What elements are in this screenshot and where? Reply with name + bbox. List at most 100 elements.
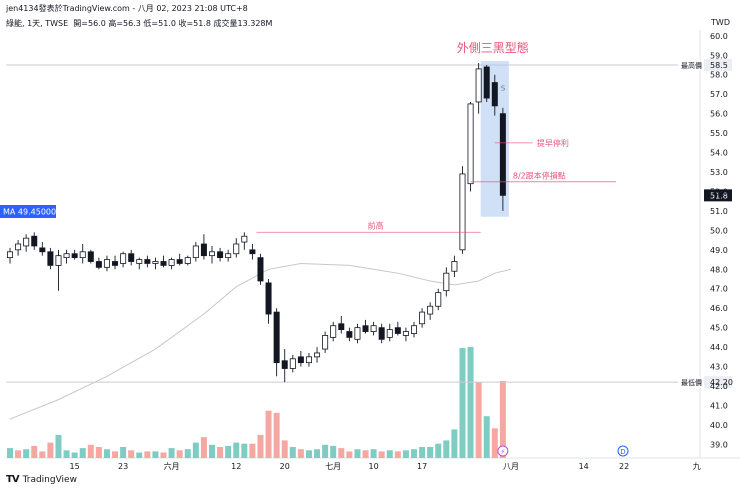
volume-bar bbox=[79, 448, 86, 458]
volume-bar bbox=[87, 444, 94, 458]
candle bbox=[160, 255, 167, 268]
volume-bar bbox=[443, 440, 450, 458]
moving-average-line bbox=[9, 262, 512, 420]
volume-bar bbox=[112, 451, 119, 458]
brand-name: TradingView bbox=[22, 474, 77, 485]
candle bbox=[475, 63, 482, 114]
candle bbox=[23, 234, 30, 252]
price-tick-label: 59.0 bbox=[710, 51, 728, 60]
candle-body bbox=[15, 243, 22, 251]
price-tick-label: 54.0 bbox=[710, 149, 728, 158]
ma-value-label: MA 49.450001 bbox=[3, 208, 61, 217]
volume-bar bbox=[467, 346, 474, 458]
volume-bar bbox=[499, 381, 506, 458]
candle bbox=[168, 257, 175, 270]
volume-bar bbox=[419, 447, 426, 458]
time-axis: 15 23 六月 12 20 七月 10 17 八月 14 22 九 bbox=[70, 461, 701, 471]
price-tick-label: 49.0 bbox=[710, 246, 728, 255]
candle-body bbox=[208, 251, 215, 257]
price-tick-label: 55.0 bbox=[710, 129, 728, 138]
candle-body bbox=[55, 255, 62, 266]
candle bbox=[281, 349, 288, 383]
candle bbox=[63, 249, 70, 264]
candle bbox=[330, 321, 337, 342]
candle bbox=[136, 257, 143, 270]
price-tick-label: 58.0 bbox=[710, 71, 728, 80]
lowest-label: 最低價 bbox=[681, 378, 702, 387]
candle bbox=[354, 323, 361, 344]
candle-body bbox=[168, 259, 175, 266]
candle bbox=[184, 255, 191, 266]
candle-body bbox=[136, 259, 143, 264]
time-tick-label: 10 bbox=[369, 462, 379, 471]
candle-body bbox=[225, 253, 232, 259]
price-tick-label: 43.0 bbox=[710, 363, 728, 372]
price-tick-label: 47.0 bbox=[710, 285, 728, 294]
candles bbox=[7, 63, 506, 383]
lowest-price: 42.20 bbox=[710, 378, 733, 387]
candle-body bbox=[467, 103, 474, 185]
candle bbox=[386, 323, 393, 342]
price-tick-label: 57.0 bbox=[710, 90, 728, 99]
candle-body bbox=[499, 113, 506, 196]
candle-body bbox=[394, 327, 401, 334]
candle-body bbox=[435, 292, 442, 307]
candle-body bbox=[257, 257, 264, 282]
candle bbox=[273, 308, 280, 377]
volume-bar bbox=[483, 416, 490, 458]
candle-body bbox=[160, 261, 167, 266]
candle bbox=[451, 255, 458, 278]
candle bbox=[322, 331, 329, 353]
candle-body bbox=[483, 66, 490, 99]
candle bbox=[394, 321, 401, 336]
highest-label: 最高價 bbox=[681, 61, 702, 70]
candle-body bbox=[443, 272, 450, 292]
volume-bar bbox=[7, 448, 13, 458]
publisher-line: jen4134發表於TradingView.com - 八月 02, 2023 … bbox=[6, 4, 248, 13]
candle-body bbox=[152, 261, 159, 264]
volume-bar bbox=[103, 449, 110, 458]
candle bbox=[15, 240, 22, 256]
price-tick-label: 41.0 bbox=[710, 401, 728, 410]
price-axis: 60.0 59.0 58.0 57.0 56.0 55.0 54.0 53.0 52.0 51.0… bbox=[710, 32, 728, 450]
candle bbox=[103, 255, 110, 272]
lowest-label-bg bbox=[678, 376, 700, 389]
stop-loss-label: 8/2跟本停損點 bbox=[513, 171, 566, 181]
volume-bar bbox=[402, 450, 409, 458]
candle-body bbox=[192, 245, 199, 259]
volume-bar bbox=[265, 410, 272, 458]
volume-bar bbox=[370, 449, 377, 458]
volume-bar bbox=[136, 452, 143, 458]
volume-bar bbox=[209, 444, 215, 458]
event-flash-glyph: ⚡ bbox=[500, 448, 505, 456]
candle bbox=[297, 351, 304, 367]
volume-bar bbox=[297, 449, 304, 458]
current-price-bg bbox=[704, 189, 732, 202]
candle bbox=[233, 238, 240, 258]
candle-body bbox=[200, 243, 207, 257]
volume-bar bbox=[451, 429, 458, 458]
candle bbox=[31, 232, 38, 250]
price-tick-label: 48.0 bbox=[710, 265, 728, 274]
volume-bar bbox=[257, 434, 264, 458]
volume-bar bbox=[427, 447, 434, 458]
time-tick-label: 23 bbox=[118, 462, 128, 471]
candle bbox=[39, 242, 46, 256]
time-tick-label: 六月 bbox=[164, 461, 180, 471]
candle-body bbox=[31, 235, 38, 247]
highest-label-bg bbox=[678, 59, 700, 72]
candle-body bbox=[378, 327, 385, 340]
candle-body bbox=[249, 249, 256, 255]
candle bbox=[499, 107, 506, 211]
current-price-label: 51.8 bbox=[710, 191, 728, 200]
volume-bar bbox=[200, 437, 207, 458]
volume-bar bbox=[55, 434, 62, 458]
candle bbox=[112, 255, 119, 270]
candle bbox=[241, 232, 248, 250]
time-tick-label: 七月 bbox=[325, 462, 341, 471]
highest-price-bg bbox=[704, 59, 732, 72]
volume-bar bbox=[378, 451, 385, 458]
candle-body bbox=[346, 331, 353, 338]
time-tick-label: 八月 bbox=[503, 462, 519, 471]
